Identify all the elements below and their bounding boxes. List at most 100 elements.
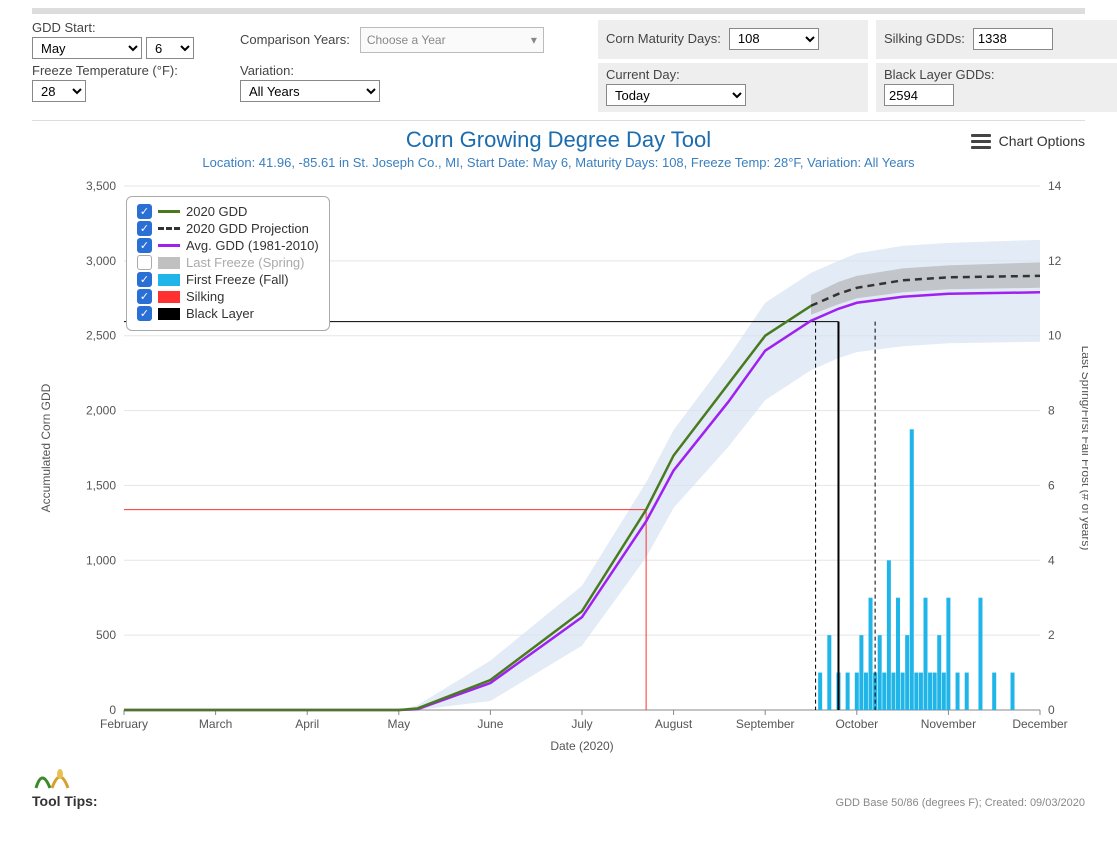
- freeze-group: Freeze Temperature (°F): 28: [32, 63, 232, 112]
- gdd-start-day-select[interactable]: 6: [146, 37, 194, 59]
- svg-text:0: 0: [109, 703, 116, 717]
- current-day-label: Current Day:: [606, 67, 860, 82]
- gdd-start-group: GDD Start: May 6: [32, 20, 232, 59]
- current-day-select[interactable]: Today: [606, 84, 746, 106]
- svg-text:Last Spring/First Fall Frost (: Last Spring/First Fall Frost (# of years…: [1079, 346, 1088, 551]
- svg-text:8: 8: [1048, 404, 1055, 418]
- legend-swatch: [158, 291, 180, 303]
- svg-text:May: May: [387, 717, 410, 731]
- maturity-group: Corn Maturity Days: 108: [598, 20, 868, 59]
- svg-text:2: 2: [1048, 628, 1055, 642]
- svg-text:1,500: 1,500: [86, 478, 116, 492]
- legend-label: Silking: [186, 289, 224, 304]
- svg-text:December: December: [1012, 717, 1067, 731]
- legend-item[interactable]: ✓ Avg. GDD (1981-2010): [137, 237, 319, 254]
- legend-checkbox[interactable]: ✓: [137, 204, 152, 219]
- svg-text:February: February: [100, 717, 148, 731]
- comparison-group: Comparison Years: Choose a Year ▾: [240, 20, 590, 59]
- legend-label: Last Freeze (Spring): [186, 255, 305, 270]
- comparison-label: Comparison Years:: [240, 32, 350, 47]
- legend-swatch: [158, 244, 180, 247]
- legend-label: First Freeze (Fall): [186, 272, 289, 287]
- svg-text:3,500: 3,500: [86, 179, 116, 193]
- chart-header: Corn Growing Degree Day Tool Location: 4…: [0, 127, 1117, 170]
- legend-label: 2020 GDD Projection: [186, 221, 309, 236]
- variation-label: Variation:: [240, 63, 590, 78]
- hamburger-icon: [971, 134, 991, 149]
- svg-text:March: March: [199, 717, 232, 731]
- legend-checkbox[interactable]: [137, 255, 152, 270]
- chart-subtitle: Location: 41.96, -85.61 in St. Joseph Co…: [0, 155, 1117, 170]
- svg-text:July: July: [571, 717, 592, 731]
- current-day-group: Current Day: Today: [598, 63, 868, 112]
- variation-select[interactable]: All Years: [240, 80, 380, 102]
- silking-input[interactable]: [973, 28, 1053, 50]
- svg-text:August: August: [655, 717, 693, 731]
- footer: Tool Tips: GDD Base 50/86 (degrees F); C…: [0, 756, 1117, 817]
- comparison-placeholder: Choose a Year: [367, 33, 446, 47]
- silking-group: Silking GDDs:: [876, 20, 1117, 59]
- legend-checkbox[interactable]: ✓: [137, 272, 152, 287]
- black-layer-label: Black Layer GDDs:: [884, 67, 1117, 82]
- svg-text:0: 0: [1048, 703, 1055, 717]
- legend-swatch: [158, 227, 180, 230]
- maturity-label: Corn Maturity Days:: [606, 31, 721, 46]
- legend-item[interactable]: ✓ 2020 GDD: [137, 203, 319, 220]
- chart-options-button[interactable]: Chart Options: [971, 133, 1085, 149]
- legend-item[interactable]: ✓ Black Layer: [137, 305, 319, 322]
- legend-swatch: [158, 257, 180, 269]
- svg-text:1,000: 1,000: [86, 553, 116, 567]
- svg-text:November: November: [921, 717, 976, 731]
- gdd-start-month-select[interactable]: May: [32, 37, 142, 59]
- legend-checkbox[interactable]: ✓: [137, 238, 152, 253]
- gdd-start-label: GDD Start:: [32, 20, 232, 35]
- svg-text:10: 10: [1048, 329, 1062, 343]
- legend-checkbox[interactable]: ✓: [137, 306, 152, 321]
- comparison-select[interactable]: Choose a Year ▾: [360, 27, 544, 53]
- legend-checkbox[interactable]: ✓: [137, 221, 152, 236]
- variation-group: Variation: All Years: [240, 63, 590, 112]
- svg-text:April: April: [295, 717, 319, 731]
- legend: ✓ 2020 GDD ✓ 2020 GDD Projection ✓ Avg. GDD (…: [126, 196, 330, 331]
- svg-text:3,000: 3,000: [86, 254, 116, 268]
- svg-text:2,000: 2,000: [86, 404, 116, 418]
- legend-item[interactable]: ✓ 2020 GDD Projection: [137, 220, 319, 237]
- divider: [32, 120, 1085, 121]
- black-layer-input[interactable]: [884, 84, 954, 106]
- controls-panel: GDD Start: May 6 Comparison Years: Choos…: [0, 16, 1117, 120]
- chart-area: ✓ 2020 GDD ✓ 2020 GDD Projection ✓ Avg. GDD (…: [28, 176, 1088, 756]
- chart-title: Corn Growing Degree Day Tool: [0, 127, 1117, 153]
- legend-item[interactable]: ✓ First Freeze (Fall): [137, 271, 319, 288]
- svg-text:14: 14: [1048, 179, 1062, 193]
- svg-text:September: September: [736, 717, 795, 731]
- silking-label: Silking GDDs:: [884, 31, 965, 46]
- legend-swatch: [158, 308, 180, 320]
- legend-item[interactable]: Last Freeze (Spring): [137, 254, 319, 271]
- tool-tips-label: Tool Tips:: [32, 793, 98, 809]
- freeze-select[interactable]: 28: [32, 80, 86, 102]
- svg-text:Date (2020): Date (2020): [550, 739, 613, 753]
- svg-text:2,500: 2,500: [86, 329, 116, 343]
- created-text: GDD Base 50/86 (degrees F); Created: 09/…: [836, 797, 1085, 809]
- svg-text:June: June: [477, 717, 503, 731]
- chart-options-label: Chart Options: [999, 133, 1085, 149]
- top-divider: [32, 8, 1085, 14]
- svg-text:Accumulated Corn GDD: Accumulated Corn GDD: [39, 383, 53, 512]
- black-layer-group: Black Layer GDDs:: [876, 63, 1117, 112]
- freeze-label: Freeze Temperature (°F):: [32, 63, 232, 78]
- legend-swatch: [158, 274, 180, 286]
- svg-text:12: 12: [1048, 254, 1062, 268]
- chevron-down-icon: ▾: [531, 33, 537, 47]
- svg-text:6: 6: [1048, 478, 1055, 492]
- app-logo-icon: [32, 760, 76, 792]
- legend-checkbox[interactable]: ✓: [137, 289, 152, 304]
- legend-item[interactable]: ✓ Silking: [137, 288, 319, 305]
- legend-label: Avg. GDD (1981-2010): [186, 238, 319, 253]
- svg-text:500: 500: [96, 628, 116, 642]
- legend-label: 2020 GDD: [186, 204, 247, 219]
- svg-text:4: 4: [1048, 553, 1055, 567]
- maturity-select[interactable]: 108: [729, 28, 819, 50]
- legend-swatch: [158, 210, 180, 213]
- legend-label: Black Layer: [186, 306, 254, 321]
- svg-text:October: October: [835, 717, 878, 731]
